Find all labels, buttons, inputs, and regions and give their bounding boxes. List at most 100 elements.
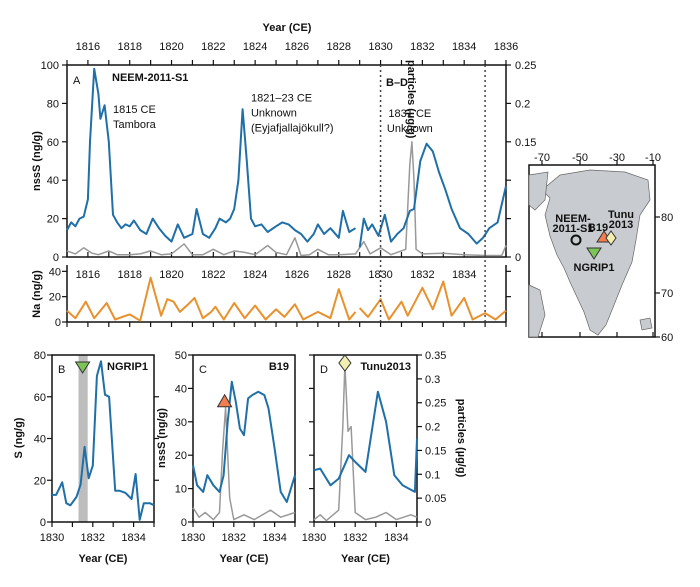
xlabel: Year (CE) bbox=[220, 553, 269, 565]
na-ylabel: Na (ng/g) bbox=[31, 270, 43, 318]
na-y-tick-label: 0 bbox=[55, 317, 61, 329]
panel-a-y2label: particles (µg/g) bbox=[405, 60, 417, 139]
na-x-tick-label: 1826 bbox=[285, 269, 309, 281]
y-tick-label: 40 bbox=[34, 434, 46, 446]
lon-tick-label: -10 bbox=[645, 152, 661, 164]
ylabel-d-particles: particles (µg/g) bbox=[455, 399, 467, 478]
y2-tick-label: 0 bbox=[515, 252, 521, 264]
y-tick-label: 0 bbox=[40, 517, 46, 529]
y2-tick-label: 0.25 bbox=[515, 60, 536, 72]
y2-tick-label: 0.25 bbox=[425, 398, 446, 410]
lat-tick-label: 60 bbox=[661, 332, 673, 344]
xlabel: Year (CE) bbox=[79, 553, 128, 565]
panel-label-d: D bbox=[320, 364, 328, 376]
na-x-tick-label: 1828 bbox=[327, 269, 351, 281]
y2-tick-label: 0.1 bbox=[425, 469, 440, 481]
x-tick-label-top: 1832 bbox=[410, 41, 434, 53]
annotation-1: 1821–23 CE bbox=[251, 92, 312, 104]
y-tick-label: 20 bbox=[34, 475, 46, 487]
panel-a-xlabel: Year (CE) bbox=[263, 22, 312, 34]
panel-label-a: A bbox=[73, 75, 81, 87]
x-tick-label: 1830 bbox=[181, 532, 205, 544]
x-tick-label: 1834 bbox=[384, 532, 408, 544]
annotation-0: Tambora bbox=[113, 119, 157, 131]
lat-tick-label: 70 bbox=[661, 288, 673, 300]
map-site-label: NEEM- bbox=[555, 213, 591, 225]
y2-tick-label: 0.3 bbox=[425, 374, 440, 386]
x-tick-label-top: 1828 bbox=[327, 41, 351, 53]
ngrip-site-icon bbox=[586, 247, 602, 260]
nssS-line-c bbox=[192, 380, 296, 503]
lon-tick-label: -30 bbox=[609, 152, 625, 164]
na-x-tick-label: 1820 bbox=[159, 269, 183, 281]
y-tick-label: 40 bbox=[47, 175, 59, 187]
panel-a-frame bbox=[66, 64, 507, 258]
na-x-tick-label: 1834 bbox=[452, 269, 476, 281]
y2-tick-label: 0.05 bbox=[425, 493, 446, 505]
na-line bbox=[66, 276, 507, 322]
y-tick-label: 30 bbox=[175, 417, 187, 429]
y2-tick-label: 0.2 bbox=[515, 98, 530, 110]
x-tick-label: 1832 bbox=[81, 532, 105, 544]
x-tick-label-top: 1824 bbox=[243, 41, 267, 53]
ylabel-c: nssS (ng/g) bbox=[156, 408, 168, 468]
x-tick-label-top: 1822 bbox=[201, 41, 225, 53]
ngrip-marker-icon bbox=[74, 361, 91, 374]
y-tick-label: 100 bbox=[41, 60, 59, 72]
particles-line-d bbox=[313, 363, 418, 522]
ylabel-b: S (ng/g) bbox=[13, 417, 25, 458]
y2-tick-label: 0.15 bbox=[515, 137, 536, 149]
y2-tick-label: 0.35 bbox=[425, 350, 446, 362]
y-tick-label: 20 bbox=[175, 450, 187, 462]
y-tick-label: 80 bbox=[47, 98, 59, 110]
map-site-label: 2011-S1 bbox=[553, 223, 594, 235]
annotation-0: 1815 CE bbox=[113, 104, 156, 116]
y-tick-label: 60 bbox=[47, 137, 59, 149]
panel-c-frame bbox=[192, 354, 296, 523]
y-tick-label: 0 bbox=[181, 517, 187, 529]
na-x-tick-label: 1816 bbox=[76, 269, 100, 281]
y2-tick-label: 0 bbox=[425, 517, 431, 529]
x-tick-label: 1832 bbox=[222, 532, 246, 544]
x-tick-label-top: 1826 bbox=[285, 41, 309, 53]
x-tick-label: 1830 bbox=[40, 532, 64, 544]
x-tick-label-top: 1834 bbox=[452, 41, 476, 53]
map-site-label: 2013 bbox=[609, 219, 633, 231]
panel-title-b: NGRIP1 bbox=[107, 361, 148, 373]
b19-marker-icon bbox=[216, 393, 233, 408]
map-site-label: Tunu bbox=[608, 209, 634, 221]
panel-title-c: B19 bbox=[269, 361, 289, 373]
lat-tick-label: 80 bbox=[661, 212, 673, 224]
map-site-label: NGRIP1 bbox=[574, 262, 615, 274]
panel-title-d: Tunu2013 bbox=[360, 361, 411, 373]
panel-a-ylabel: nssS (ng/g) bbox=[31, 131, 43, 191]
nssS-line-d bbox=[313, 390, 418, 493]
x-tick-label: 1832 bbox=[343, 532, 367, 544]
xlabel: Year (CE) bbox=[341, 553, 390, 565]
na-x-tick-label: 1822 bbox=[201, 269, 225, 281]
y-tick-label: 0 bbox=[53, 252, 59, 264]
lon-tick-label: -70 bbox=[534, 152, 550, 164]
annotation-1: Unknown bbox=[251, 107, 297, 119]
neem-site-icon bbox=[570, 234, 582, 246]
annotation-1: (Eyjafjallajökull?) bbox=[251, 122, 334, 134]
x-tick-label-top: 1820 bbox=[159, 41, 183, 53]
y2-tick-label: 0.2 bbox=[425, 422, 440, 434]
tunu-marker-icon bbox=[338, 354, 352, 372]
x-tick-label: 1830 bbox=[302, 532, 326, 544]
S-line-b bbox=[52, 360, 155, 521]
map-site-label: B19 bbox=[588, 222, 608, 234]
na-x-tick-label: 1824 bbox=[243, 269, 267, 281]
particles-line-c bbox=[192, 406, 296, 521]
surrounding-land bbox=[528, 171, 653, 338]
na-x-tick-label: 1832 bbox=[410, 269, 434, 281]
y-tick-label: 80 bbox=[34, 350, 46, 362]
na-y-tick-label: 40 bbox=[49, 266, 61, 278]
lon-tick-label: -50 bbox=[572, 152, 588, 164]
shaded-band bbox=[78, 355, 88, 522]
x-tick-label-top: 1818 bbox=[117, 41, 141, 53]
panel-label-b: B bbox=[58, 364, 65, 376]
panel-a-title: NEEM-2011-S1 bbox=[112, 72, 188, 84]
